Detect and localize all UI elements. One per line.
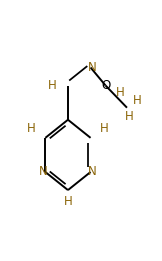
Text: H: H bbox=[64, 195, 72, 208]
Text: H: H bbox=[133, 94, 141, 107]
Text: N: N bbox=[39, 165, 48, 179]
Text: H: H bbox=[48, 79, 57, 92]
Text: H: H bbox=[125, 110, 134, 123]
Text: O: O bbox=[101, 79, 110, 92]
Text: N: N bbox=[88, 165, 97, 179]
Text: N: N bbox=[88, 61, 97, 74]
Text: H: H bbox=[100, 122, 109, 135]
Text: H: H bbox=[27, 122, 36, 135]
Text: H: H bbox=[116, 86, 125, 99]
